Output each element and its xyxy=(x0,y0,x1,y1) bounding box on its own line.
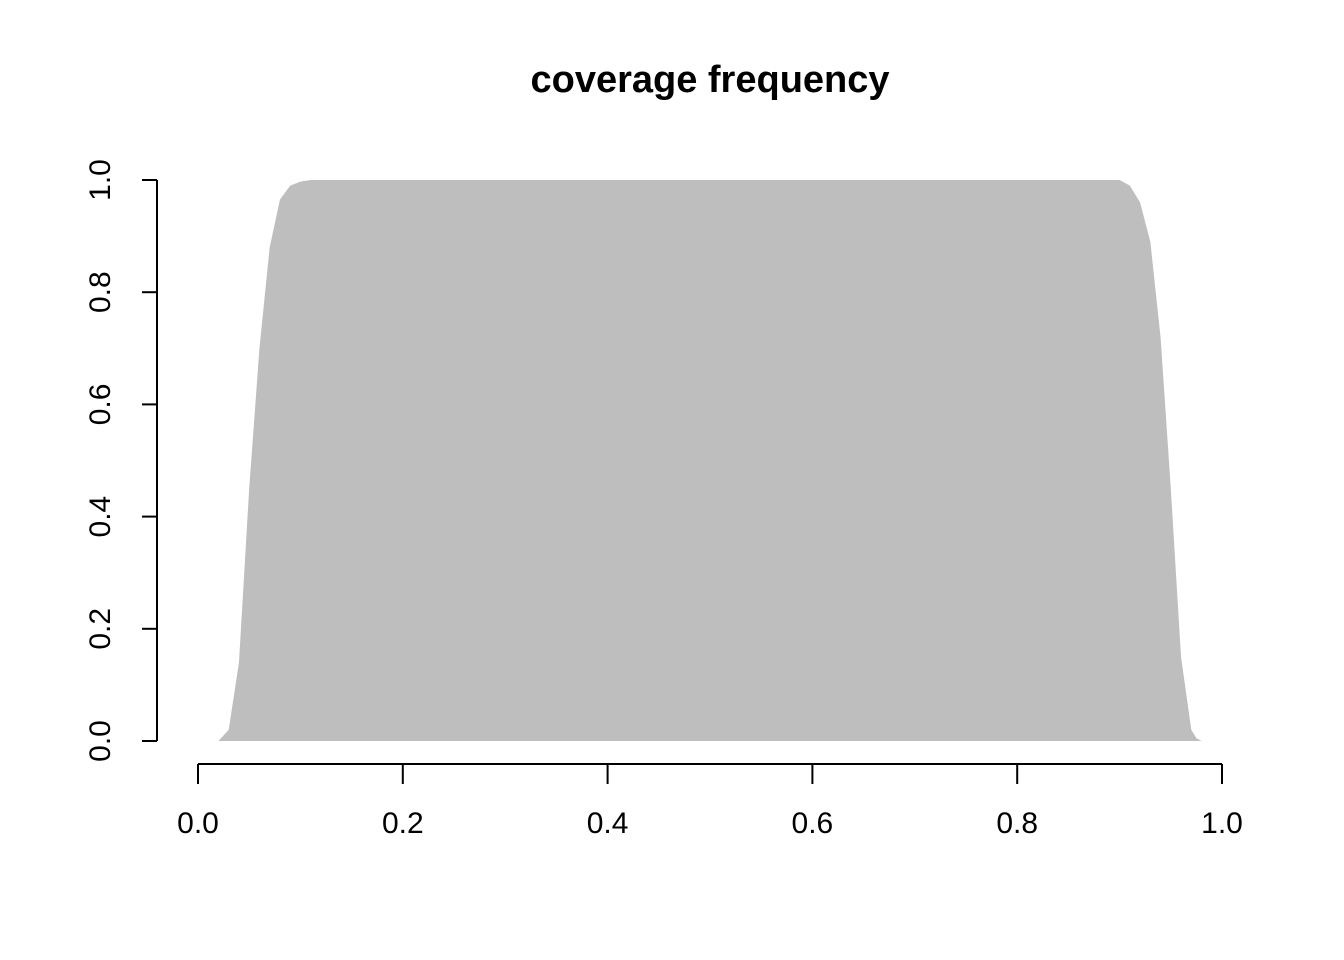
x-tick-label: 0.2 xyxy=(382,807,424,840)
x-tick-label: 0.4 xyxy=(587,807,629,840)
y-tick-label: 0.6 xyxy=(84,384,117,426)
y-tick-label: 0.4 xyxy=(84,496,117,538)
x-axis: 0.0 0.2 0.4 0.6 0.8 1.0 xyxy=(177,764,1243,840)
x-tick-label: 0.8 xyxy=(996,807,1038,840)
x-tick-label: 0.0 xyxy=(177,807,219,840)
coverage-area xyxy=(212,180,1202,741)
chart-title: coverage frequency xyxy=(530,59,889,101)
y-tick-label: 0.0 xyxy=(84,720,117,762)
y-tick-label: 1.0 xyxy=(84,159,117,201)
x-tick-label: 1.0 xyxy=(1201,807,1243,840)
y-tick-label: 0.2 xyxy=(84,608,117,650)
x-tick-label: 0.6 xyxy=(792,807,834,840)
y-axis: 0.0 0.2 0.4 0.6 0.8 1.0 xyxy=(84,159,157,762)
y-tick-label: 0.8 xyxy=(84,271,117,313)
